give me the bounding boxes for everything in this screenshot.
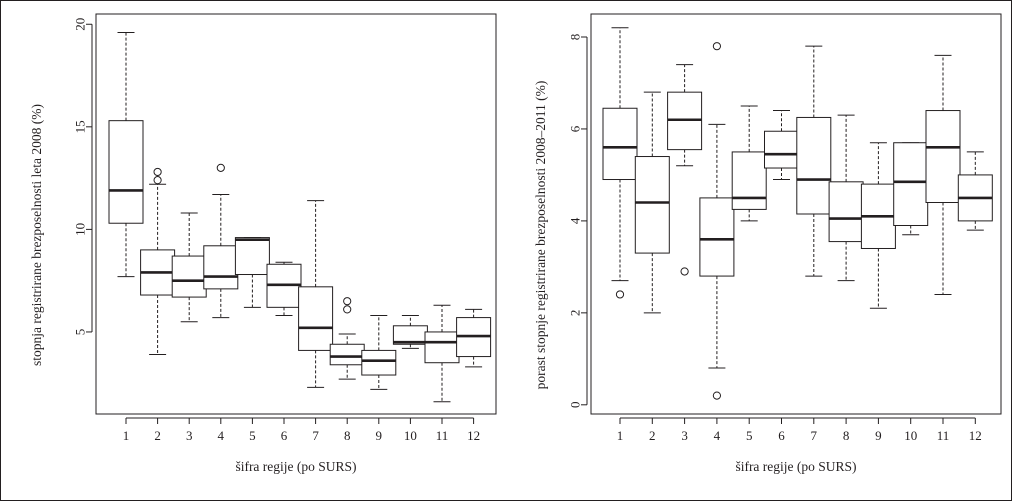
x-tick-label: 2 (649, 428, 656, 443)
box-region-9 (361, 315, 397, 390)
outlier-point (343, 297, 352, 306)
x-tick-label: 7 (312, 428, 319, 443)
left-boxes (108, 31, 492, 403)
left-x-axis-title: šifra regije (po SURS) (235, 459, 356, 474)
iqr-box (203, 245, 239, 290)
x-tick-label: 1 (617, 428, 624, 443)
box-region-3 (667, 64, 703, 276)
box-region-5 (234, 237, 270, 308)
right-plot-frame (590, 13, 1002, 415)
box-region-7 (796, 45, 832, 277)
x-tick-label: 10 (404, 428, 417, 443)
iqr-box (424, 331, 460, 364)
x-tick-label: 5 (746, 428, 753, 443)
box-region-1 (108, 31, 144, 278)
outlier-point (153, 176, 162, 185)
y-tick-label: 8 (568, 34, 583, 41)
x-tick-label: 12 (969, 428, 982, 443)
box-region-1 (602, 27, 638, 299)
outlier-point (615, 290, 625, 299)
box-region-2 (634, 91, 670, 314)
outlier-point (712, 42, 722, 51)
iqr-box (171, 255, 207, 298)
x-tick-label: 11 (937, 428, 950, 443)
box-region-6 (764, 110, 799, 181)
x-tick-label: 4 (218, 428, 225, 443)
iqr-box (329, 343, 365, 366)
box-region-9 (860, 142, 896, 309)
x-tick-label: 6 (778, 428, 785, 443)
box-region-12 (957, 151, 993, 231)
outlier-point (680, 267, 689, 276)
x-tick-label: 2 (154, 428, 161, 443)
right-y-axis: 0 2 4 6 8 (568, 34, 588, 408)
iqr-box (925, 110, 961, 204)
x-tick-label: 12 (467, 428, 480, 443)
iqr-box (298, 286, 334, 351)
left-y-axis: 5 10 15 20 (73, 18, 93, 335)
right-boxes (602, 27, 993, 400)
iqr-box (731, 151, 767, 210)
right-x-axis-title: šifra regije (po SURS) (735, 459, 856, 474)
x-tick-label: 4 (714, 428, 721, 443)
box-region-8 (329, 297, 365, 380)
iqr-box (634, 156, 670, 254)
left-x-axis: 1 2 3 4 5 6 7 8 9 10 11 12 (123, 417, 480, 443)
x-tick-label: 9 (875, 428, 882, 443)
iqr-box (764, 130, 799, 169)
x-tick-label: 3 (681, 428, 688, 443)
left-y-axis-title: stopnja registrirane brezposelnosti leta… (29, 104, 44, 366)
iqr-box (361, 349, 397, 376)
box-region-7 (298, 200, 334, 388)
box-region-10 (392, 315, 428, 349)
y-tick-label: 4 (568, 217, 583, 224)
iqr-box (828, 181, 864, 243)
x-tick-label: 7 (811, 428, 818, 443)
box-region-8 (828, 114, 864, 282)
right-y-axis-title: porast stopnje registrirane brezposelnos… (533, 81, 548, 390)
outlier-point (216, 163, 225, 172)
box-region-10 (893, 142, 929, 236)
y-tick-label: 0 (568, 402, 583, 409)
y-tick-label: 2 (568, 310, 583, 317)
x-tick-label: 5 (249, 428, 256, 443)
x-tick-label: 10 (904, 428, 917, 443)
right-x-axis: 1 2 3 4 5 6 7 8 9 10 11 12 (617, 417, 982, 443)
x-tick-label: 3 (186, 428, 193, 443)
box-region-2 (140, 167, 176, 356)
left-plot-frame (95, 13, 497, 415)
box-region-4 (699, 42, 735, 400)
y-tick-label: 6 (568, 125, 583, 132)
box-region-5 (731, 105, 767, 222)
iqr-box (602, 107, 638, 181)
x-tick-label: 11 (436, 428, 449, 443)
iqr-box (796, 116, 832, 215)
iqr-box (699, 197, 735, 277)
box-region-6 (266, 261, 302, 317)
x-tick-label: 1 (123, 428, 130, 443)
iqr-box (234, 237, 270, 276)
outlier-point (153, 167, 162, 177)
y-tick-label: 10 (73, 223, 88, 236)
iqr-box (108, 120, 144, 224)
x-tick-label: 9 (376, 428, 383, 443)
y-tick-label: 20 (73, 18, 88, 31)
x-tick-label: 8 (344, 428, 351, 443)
y-tick-label: 15 (73, 120, 88, 133)
box-region-12 (456, 308, 492, 368)
x-tick-label: 8 (843, 428, 850, 443)
box-region-11 (925, 54, 961, 295)
x-tick-label: 6 (281, 428, 288, 443)
box-region-3 (171, 212, 207, 323)
outlier-point (343, 305, 352, 314)
iqr-box (893, 142, 929, 226)
outlier-point (712, 391, 722, 400)
box-region-4 (203, 163, 239, 319)
y-tick-label: 5 (73, 329, 88, 336)
